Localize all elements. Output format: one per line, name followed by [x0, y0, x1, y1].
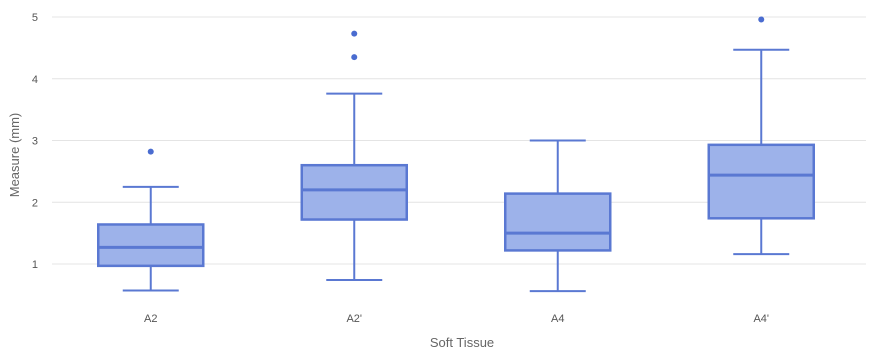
box-group [707, 16, 815, 256]
outlier-point [351, 30, 358, 37]
iqr-box [504, 192, 612, 252]
y-axis-title: Measure (mm) [7, 113, 22, 198]
iqr-box [300, 163, 408, 221]
box-group [300, 30, 408, 282]
iqr-box [97, 223, 205, 268]
y-tick-label: 3 [32, 136, 38, 148]
box-group [504, 139, 612, 293]
y-tick-label: 2 [32, 197, 38, 209]
outlier-point [351, 54, 358, 61]
outlier-point [758, 16, 765, 23]
iqr-box [707, 143, 815, 220]
box-group [97, 148, 205, 292]
x-axis-title: Soft Tissue [430, 335, 494, 350]
x-tick-label: A4 [551, 313, 564, 325]
y-tick-label: 5 [32, 12, 38, 24]
outlier-point [147, 148, 154, 155]
x-tick-label: A2' [346, 313, 362, 325]
x-tick-label: A2 [144, 313, 157, 325]
y-tick-label: 1 [32, 259, 38, 271]
y-tick-label: 4 [32, 74, 38, 86]
tick-labels: 1 2 3 4 5 A2 A2' A4 A4' [32, 12, 769, 325]
box-series [97, 16, 815, 293]
x-tick-label: A4' [753, 313, 769, 325]
